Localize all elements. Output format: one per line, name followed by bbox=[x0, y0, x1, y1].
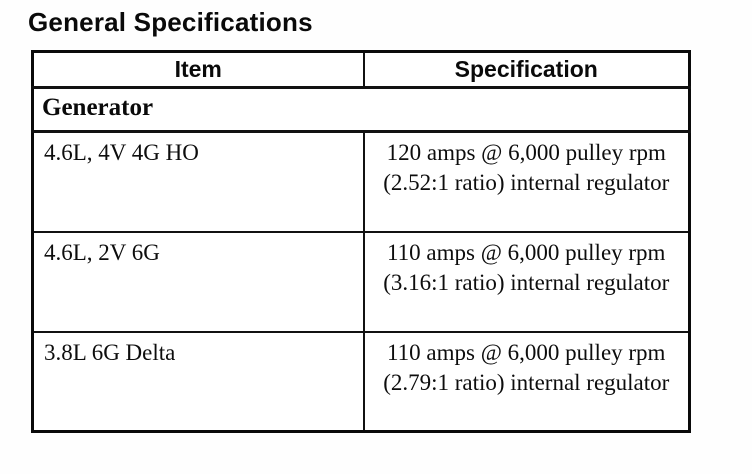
table-row: 4.6L, 2V 6G 110 amps @ 6,000 pulley rpm … bbox=[31, 230, 691, 333]
page-title: General Specifications bbox=[28, 7, 313, 37]
item-cell: 3.8L 6G Delta bbox=[31, 330, 365, 433]
table-row: 4.6L, 4V 4G HO 120 amps @ 6,000 pulley r… bbox=[31, 130, 691, 233]
column-header-item: Item bbox=[31, 50, 365, 89]
specifications-table: Item Specification Generator 4.6L, 4V 4G… bbox=[31, 50, 691, 433]
table-row: 3.8L 6G Delta 110 amps @ 6,000 pulley rp… bbox=[31, 330, 691, 433]
section-label: Generator bbox=[31, 86, 691, 133]
specification-cell: 120 amps @ 6,000 pulley rpm (2.52:1 rati… bbox=[362, 130, 691, 233]
item-cell: 4.6L, 4V 4G HO bbox=[31, 130, 365, 233]
specification-cell: 110 amps @ 6,000 pulley rpm (3.16:1 rati… bbox=[362, 230, 691, 333]
column-header-specification: Specification bbox=[362, 50, 691, 89]
specification-cell: 110 amps @ 6,000 pulley rpm (2.79:1 rati… bbox=[362, 330, 691, 433]
item-cell: 4.6L, 2V 6G bbox=[31, 230, 365, 333]
table-header-row: Item Specification bbox=[31, 50, 691, 89]
section-row-generator: Generator bbox=[31, 86, 691, 133]
